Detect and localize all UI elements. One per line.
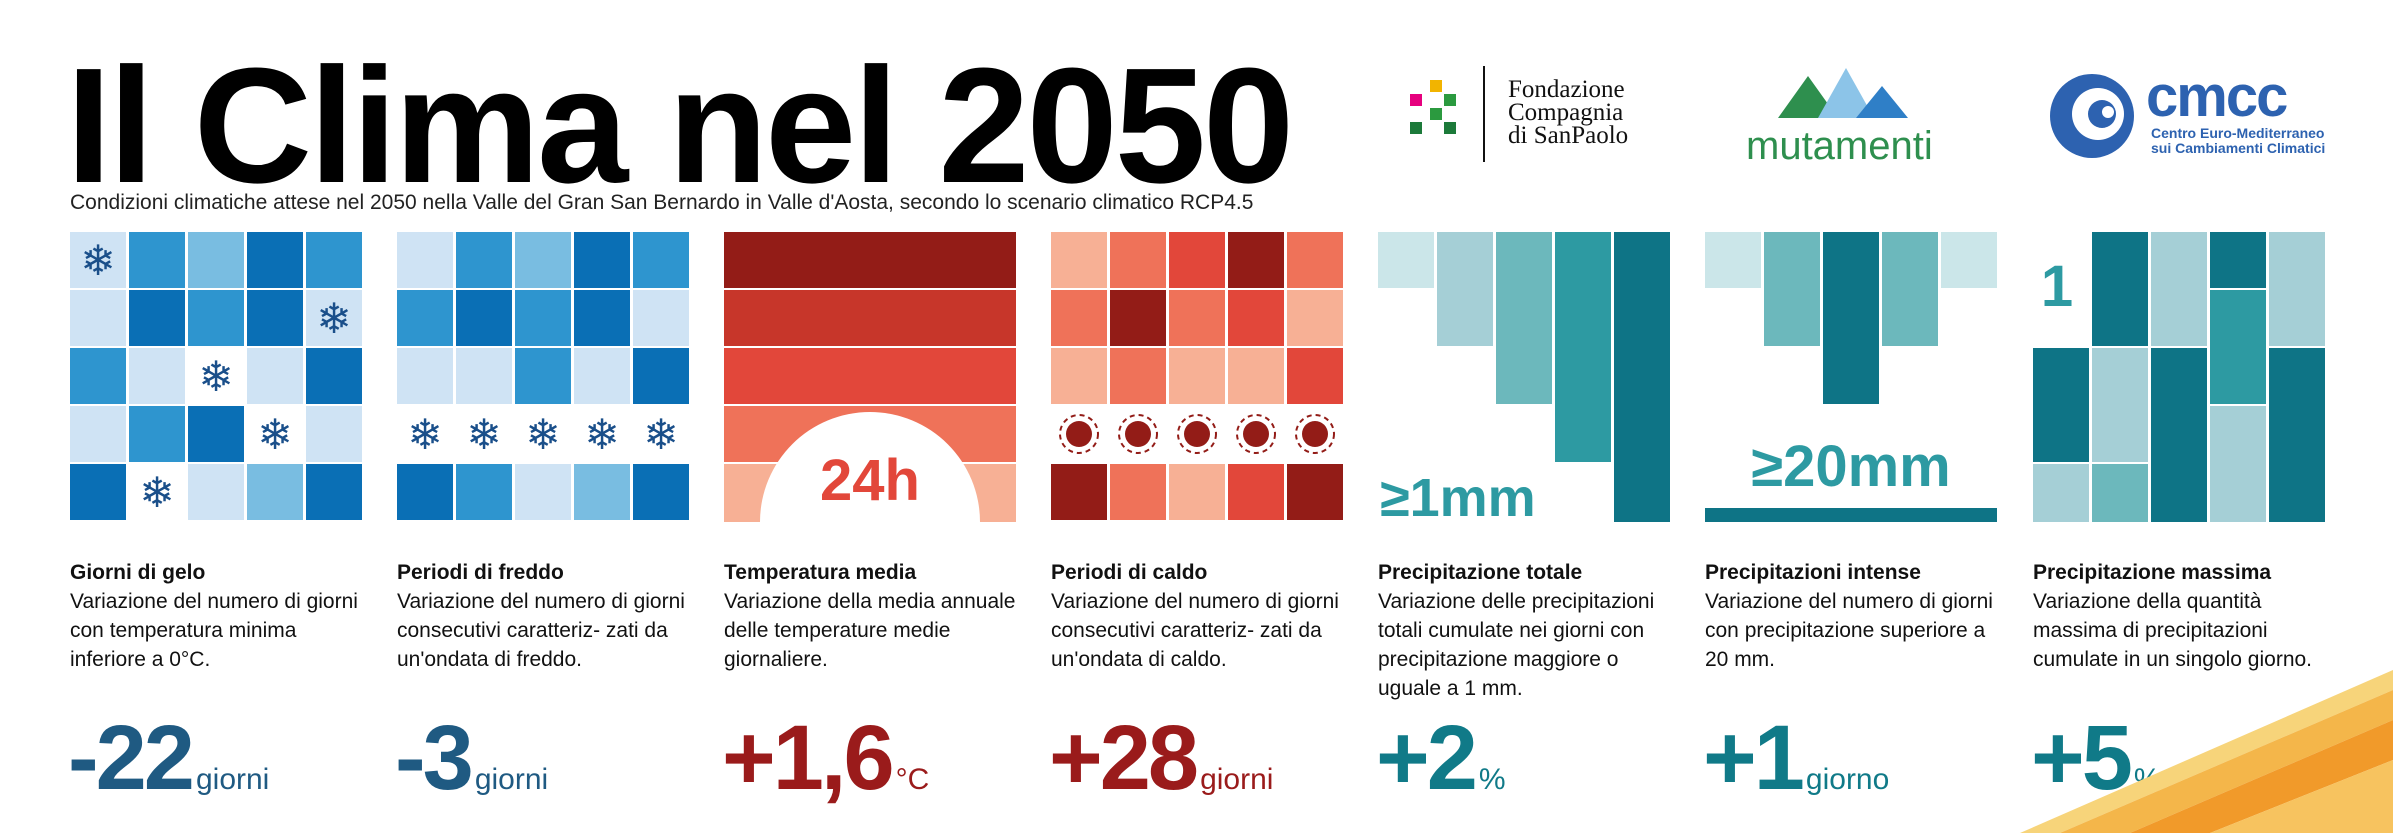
page-title: Il Clima nel 2050 (66, 34, 1294, 217)
caption-max-precipitation: Precipitazione massima Variazione della … (2033, 558, 2333, 674)
page-subtitle: Condizioni climatiche attese nel 2050 ne… (70, 191, 1254, 214)
cmcc-logo: cmcc Centro Euro-Mediterraneo sui Cambia… (2046, 68, 2326, 168)
snowflake-icon: ❄ (407, 410, 442, 459)
max-precipitation-graphic: 1 (2033, 232, 2325, 522)
caption-desc: Variazione del numero di giorni consecut… (1051, 590, 1339, 671)
value-number: -3 (395, 707, 474, 809)
caption-mean-temperature: Temperatura media Variazione della media… (724, 558, 1024, 674)
caption-title: Precipitazioni intense (1705, 561, 1921, 584)
fcsp-mark-icon (1410, 66, 1485, 162)
value-heat-spells: +28 giorni (1049, 706, 1273, 811)
mutamenti-logo-text: mutamenti (1746, 124, 1933, 168)
snowflake-icon: ❄ (80, 236, 115, 285)
caption-desc: Variazione delle precipitazioni totali c… (1378, 590, 1655, 700)
caption-intense-precipitation: Precipitazioni intense Variazione del nu… (1705, 558, 2005, 674)
heat-spells-graphic (1051, 232, 1343, 522)
value-number: +1 (1703, 707, 1805, 809)
cold-spells-graphic: ❄ ❄ ❄ ❄ ❄ (397, 232, 689, 522)
value-unit: giorni (195, 763, 270, 796)
fondazione-compagnia-logo: Fondazione Compagnia di SanPaolo (1408, 64, 1668, 164)
caption-title: Periodi di caldo (1051, 561, 1208, 584)
hours-badge: 24h (820, 448, 920, 513)
threshold-badge: ≥20mm (1751, 434, 1951, 499)
corner-swoosh-decoration (2020, 670, 2393, 833)
cmcc-logo-subtext: Centro Euro-Mediterraneo sui Cambiamenti… (2151, 125, 2326, 156)
caption-cold-spells: Periodi di freddo Variazione del numero … (397, 558, 697, 674)
value-cold-spells: -3 giorni (395, 706, 548, 811)
caption-frost-days: Giorni di gelo Variazione del numero di … (70, 558, 370, 674)
cmcc-logo-text: cmcc (2146, 64, 2288, 129)
total-precipitation-graphic: ≥1mm (1378, 232, 1670, 522)
caption-desc: Variazione della media annuale delle tem… (724, 590, 1016, 671)
value-intense-precipitation: +1 giorno (1703, 706, 1889, 811)
value-number: +28 (1049, 707, 1199, 809)
snowflake-icon: ❄ (257, 410, 292, 459)
frost-days-graphic: ❄ ❄ ❄ ❄ ❄ (70, 232, 362, 522)
caption-desc: Variazione del numero di giorni con prec… (1705, 590, 1993, 671)
mean-temperature-graphic: 24h (724, 232, 1016, 522)
sun-icons (1059, 414, 1335, 454)
caption-title: Precipitazione massima (2033, 561, 2272, 584)
caption-desc: Variazione della quantità massima di pre… (2033, 590, 2313, 671)
value-unit: °C (895, 763, 930, 796)
snowflake-icon: ❄ (525, 410, 560, 459)
value-unit: % (1478, 763, 1506, 796)
snowflake-icon: ❄ (198, 352, 233, 401)
snowflake-icon: ❄ (584, 410, 619, 459)
value-number: -22 (68, 707, 195, 809)
value-unit: giorno (1805, 763, 1890, 796)
value-unit: giorni (1200, 763, 1274, 796)
caption-title: Giorni di gelo (70, 561, 206, 584)
mountains-icon (1778, 68, 1908, 118)
caption-title: Periodi di freddo (397, 561, 564, 584)
value-total-precipitation: +2% (1376, 706, 1506, 811)
threshold-badge: ≥1mm (1380, 468, 1536, 522)
caption-desc: Variazione del numero di giorni con temp… (70, 590, 358, 671)
snowflake-icon: ❄ (643, 410, 678, 459)
day-badge: 1 (2041, 254, 2073, 319)
caption-desc: Variazione del numero di giorni consecut… (397, 590, 685, 671)
intense-precipitation-graphic: ≥20mm (1705, 232, 1997, 522)
snowflake-icon: ❄ (316, 294, 351, 343)
snowflake-icon: ❄ (139, 468, 174, 517)
mutamenti-logo: mutamenti (1738, 62, 1978, 172)
caption-title: Temperatura media (724, 561, 917, 584)
cmcc-swirl-icon (2050, 74, 2134, 158)
caption-total-precipitation: Precipitazione totale Variazione delle p… (1378, 558, 1678, 703)
value-number: +1,6 (722, 707, 895, 809)
value-frost-days: -22 giorni (68, 706, 269, 811)
fcsp-logo-text: Fondazione Compagnia di SanPaolo (1508, 76, 1629, 149)
value-mean-temperature: +1,6 °C (722, 706, 929, 811)
caption-heat-spells: Periodi di caldo Variazione del numero d… (1051, 558, 1351, 674)
snowflake-icon: ❄ (466, 410, 501, 459)
caption-title: Precipitazione totale (1378, 561, 1583, 584)
value-unit: giorni (474, 763, 549, 796)
value-number: +2 (1376, 707, 1478, 809)
